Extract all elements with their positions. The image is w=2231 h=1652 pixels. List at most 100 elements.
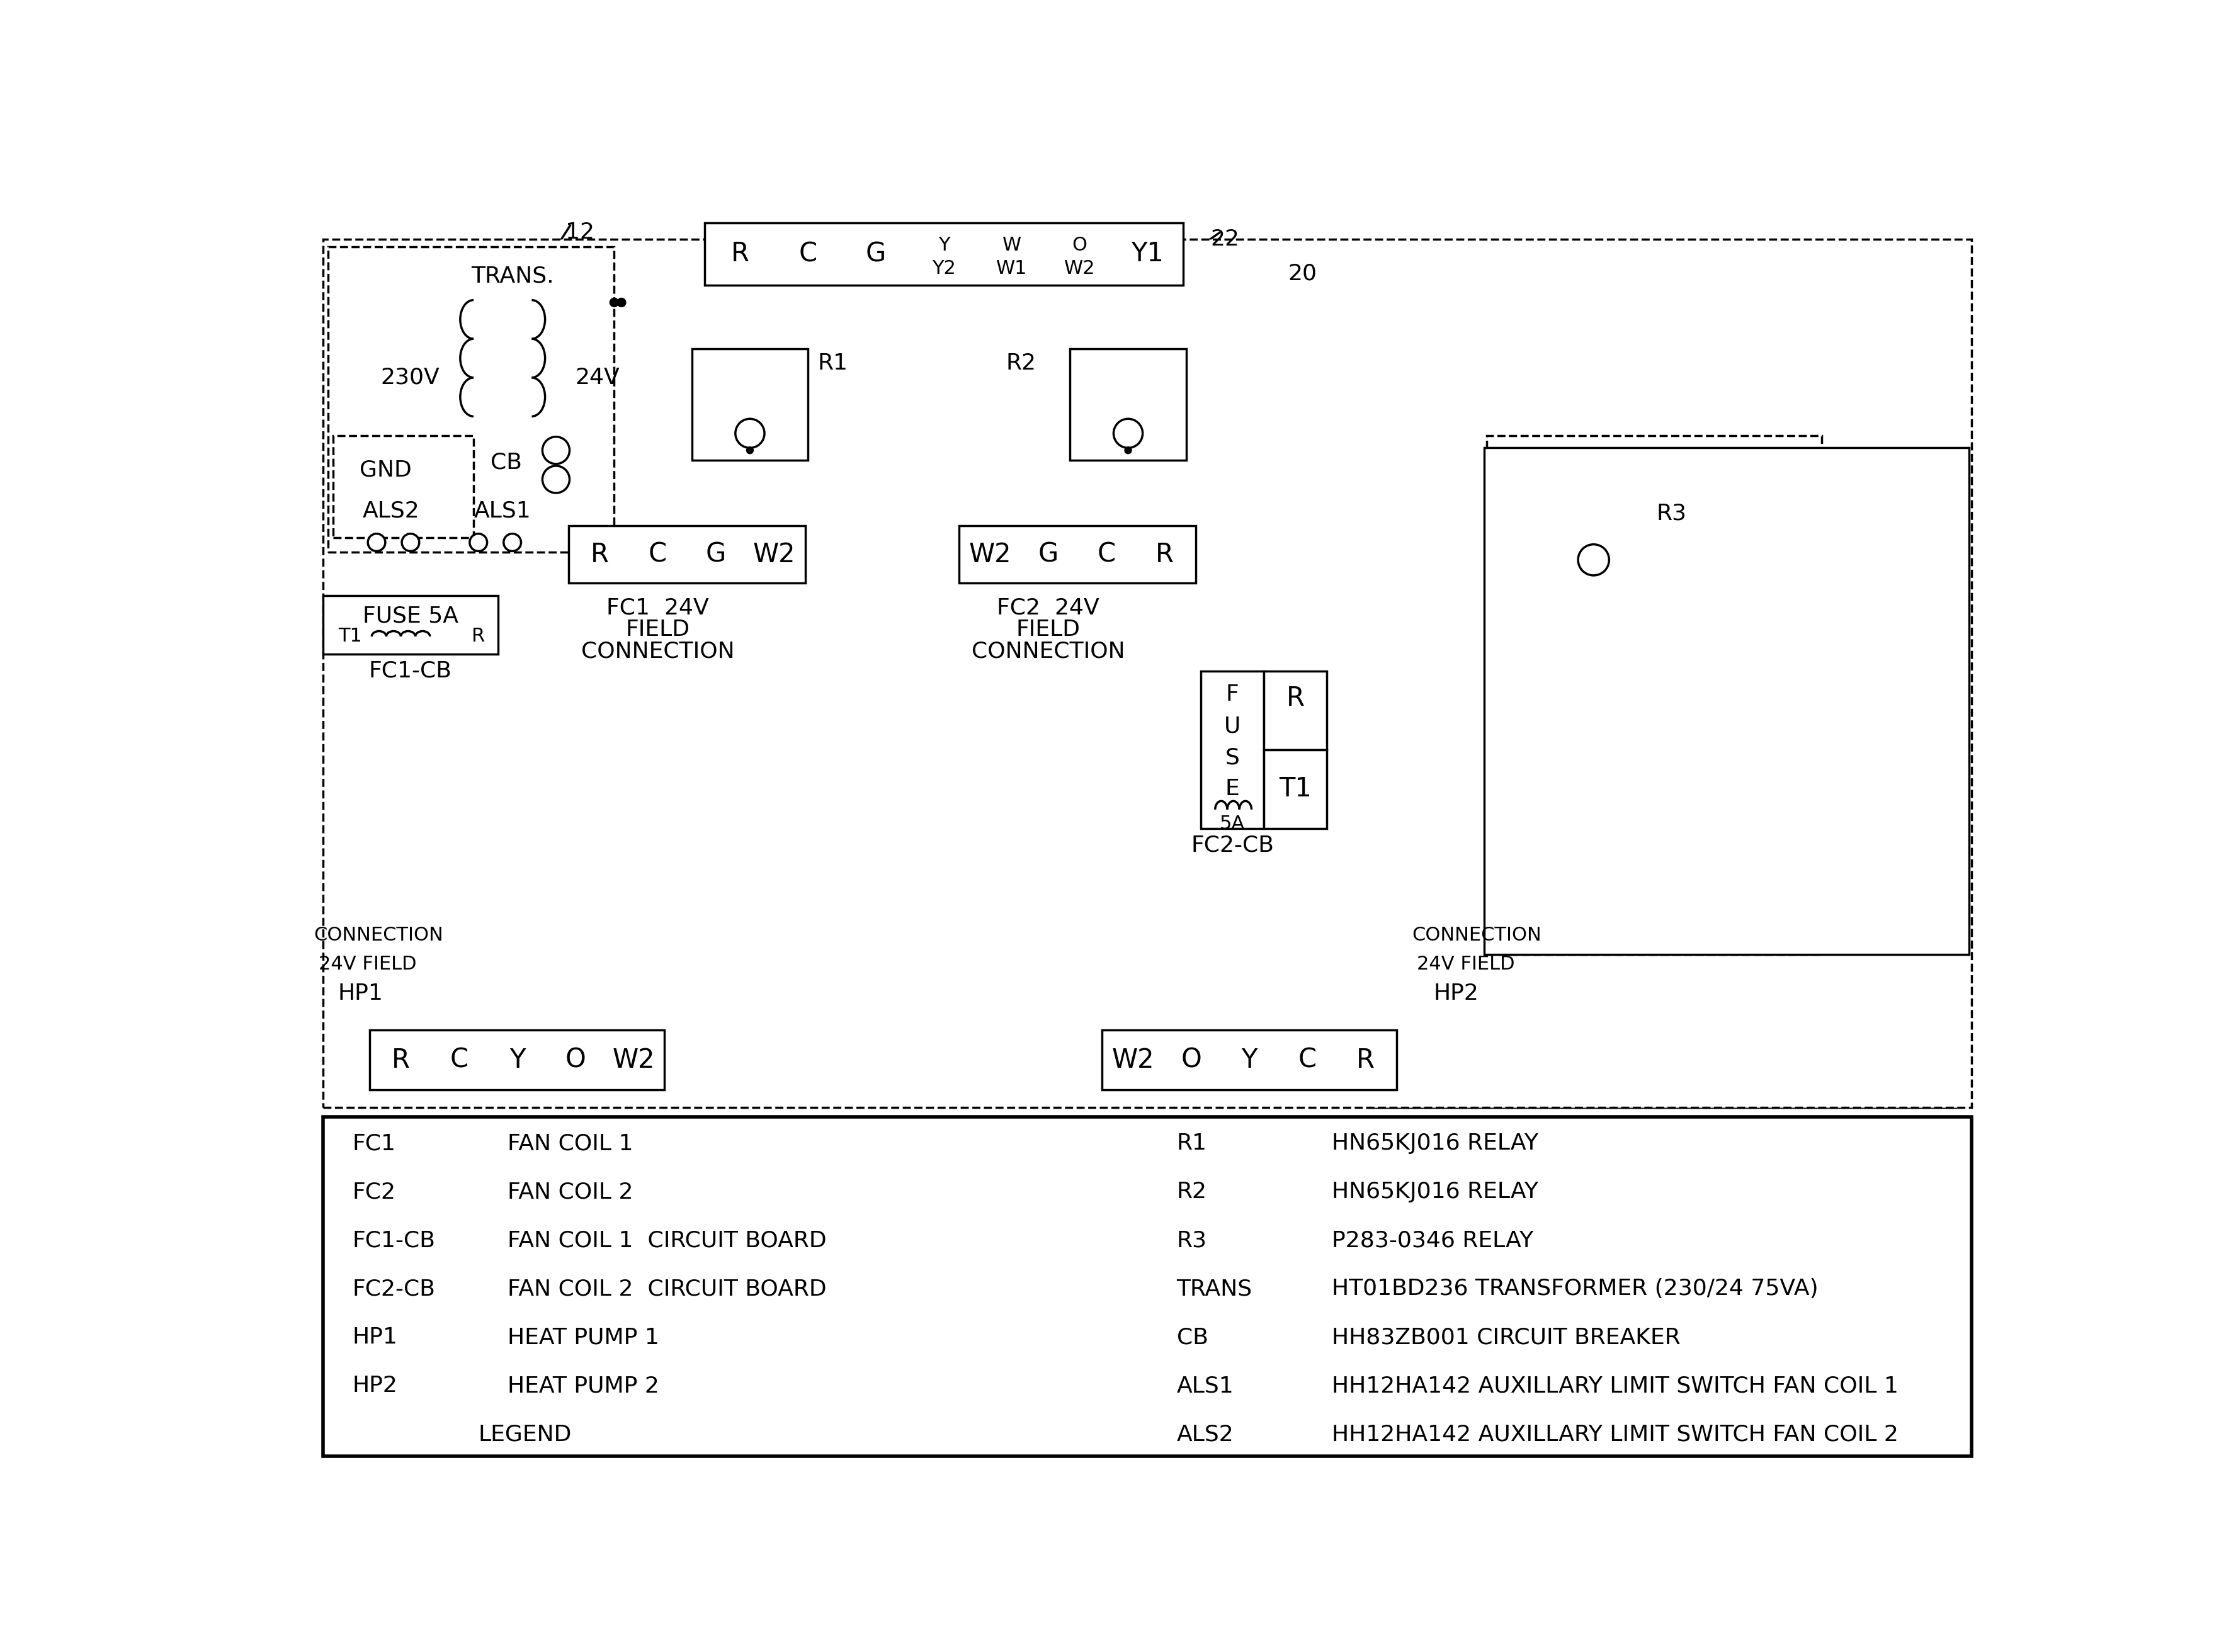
Text: 20: 20 — [1287, 263, 1316, 284]
Bar — [431, 1032, 489, 1087]
Text: FAN COIL 1: FAN COIL 1 — [506, 1133, 634, 1155]
Text: 22: 22 — [1211, 228, 1240, 249]
Bar — [1046, 225, 1113, 282]
Text: G: G — [705, 542, 725, 568]
Text: CONNECTION: CONNECTION — [580, 641, 734, 662]
Bar — [1071, 349, 1187, 459]
Bar — [332, 436, 473, 537]
Bar — [328, 246, 614, 552]
Circle shape — [736, 420, 765, 448]
Bar — [323, 1117, 1972, 1455]
Bar — [687, 529, 745, 582]
Text: HT01BD236 TRANSFORMER (230/24 75VA): HT01BD236 TRANSFORMER (230/24 75VA) — [1332, 1279, 1818, 1300]
Circle shape — [402, 534, 419, 552]
Text: R: R — [732, 241, 750, 268]
Text: W2: W2 — [1064, 259, 1095, 278]
Text: R3: R3 — [1658, 502, 1687, 524]
Text: W2: W2 — [611, 1047, 656, 1074]
Bar — [569, 525, 805, 583]
Text: HN65KJ016 RELAY: HN65KJ016 RELAY — [1332, 1181, 1539, 1203]
Text: P283-0346 RELAY: P283-0346 RELAY — [1332, 1229, 1533, 1251]
Bar — [1162, 1032, 1220, 1087]
Text: R: R — [471, 628, 484, 646]
Text: CB: CB — [491, 451, 522, 472]
Text: O: O — [564, 1047, 587, 1074]
Circle shape — [542, 436, 569, 464]
Text: HH83ZB001 CIRCUIT BREAKER: HH83ZB001 CIRCUIT BREAKER — [1332, 1327, 1680, 1348]
Bar — [1020, 529, 1078, 582]
Text: FIELD: FIELD — [1015, 620, 1080, 641]
Text: CONNECTION: CONNECTION — [970, 641, 1124, 662]
Text: W2: W2 — [752, 542, 796, 568]
Bar — [373, 1032, 431, 1087]
Bar — [705, 223, 1182, 286]
Text: R2: R2 — [1176, 1181, 1207, 1203]
Text: TRANS.: TRANS. — [471, 264, 553, 286]
Bar — [571, 529, 629, 582]
Text: HN65KJ016 RELAY: HN65KJ016 RELAY — [1332, 1133, 1539, 1155]
Text: Y: Y — [937, 236, 950, 254]
Bar — [1336, 1032, 1394, 1087]
Bar — [489, 1032, 547, 1087]
Text: 24V FIELD: 24V FIELD — [1417, 955, 1515, 973]
Text: W2: W2 — [968, 542, 1011, 568]
Bar — [841, 225, 910, 282]
Bar — [977, 225, 1046, 282]
Circle shape — [609, 297, 618, 307]
Text: TRANS: TRANS — [1176, 1279, 1252, 1300]
Text: T1: T1 — [337, 628, 361, 646]
Text: ALS2: ALS2 — [1176, 1424, 1234, 1445]
Text: HP1: HP1 — [337, 983, 384, 1004]
Text: FC2-CB: FC2-CB — [352, 1279, 435, 1300]
Circle shape — [745, 446, 754, 454]
Text: R2: R2 — [1006, 352, 1035, 373]
Bar — [692, 349, 808, 459]
Text: Y2: Y2 — [933, 259, 955, 278]
Text: F: F — [1225, 684, 1238, 705]
Text: 12: 12 — [567, 221, 596, 243]
Text: FAN COIL 1  CIRCUIT BOARD: FAN COIL 1 CIRCUIT BOARD — [506, 1229, 825, 1251]
Circle shape — [504, 534, 522, 552]
Text: R: R — [393, 1047, 411, 1074]
Bar — [962, 529, 1020, 582]
Bar — [1078, 529, 1136, 582]
Text: FAN COIL 2: FAN COIL 2 — [506, 1181, 634, 1203]
Circle shape — [1577, 545, 1609, 575]
Text: Y: Y — [509, 1047, 524, 1074]
Bar — [1546, 499, 1642, 674]
Bar — [774, 225, 841, 282]
Text: W2: W2 — [1111, 1047, 1153, 1074]
Text: W1: W1 — [997, 259, 1026, 278]
Text: C: C — [451, 1047, 469, 1074]
Text: FC1-CB: FC1-CB — [368, 661, 453, 682]
Text: S: S — [1225, 747, 1240, 768]
Bar — [1113, 225, 1182, 282]
Text: CONNECTION: CONNECTION — [1412, 927, 1542, 945]
Text: T1: T1 — [1278, 776, 1312, 803]
Text: R: R — [591, 542, 609, 568]
Bar — [1136, 529, 1194, 582]
Text: R3: R3 — [1176, 1229, 1207, 1251]
Text: R: R — [1287, 686, 1305, 712]
Text: 5A: 5A — [1220, 814, 1245, 833]
Bar — [707, 225, 774, 282]
Text: C: C — [799, 241, 817, 268]
Circle shape — [368, 534, 386, 552]
Text: GND: GND — [359, 459, 413, 481]
Text: Y1: Y1 — [1131, 241, 1165, 268]
Bar — [1278, 1032, 1336, 1087]
Bar — [959, 525, 1196, 583]
Text: HEAT PUMP 1: HEAT PUMP 1 — [506, 1327, 658, 1348]
Text: O: O — [1073, 236, 1086, 254]
Text: FAN COIL 2  CIRCUIT BOARD: FAN COIL 2 CIRCUIT BOARD — [506, 1279, 825, 1300]
Text: HP2: HP2 — [1435, 983, 1479, 1004]
Text: HH12HA142 AUXILLARY LIMIT SWITCH FAN COIL 1: HH12HA142 AUXILLARY LIMIT SWITCH FAN COI… — [1332, 1374, 1899, 1396]
Bar — [1484, 448, 1970, 955]
Text: C: C — [1098, 542, 1116, 568]
Text: G: G — [866, 241, 886, 268]
Text: 24V FIELD: 24V FIELD — [319, 955, 417, 973]
Text: HEAT PUMP 2: HEAT PUMP 2 — [506, 1374, 658, 1396]
Text: FC2: FC2 — [352, 1181, 395, 1203]
Text: FC1: FC1 — [352, 1133, 395, 1155]
Text: FC2  24V: FC2 24V — [997, 596, 1100, 618]
